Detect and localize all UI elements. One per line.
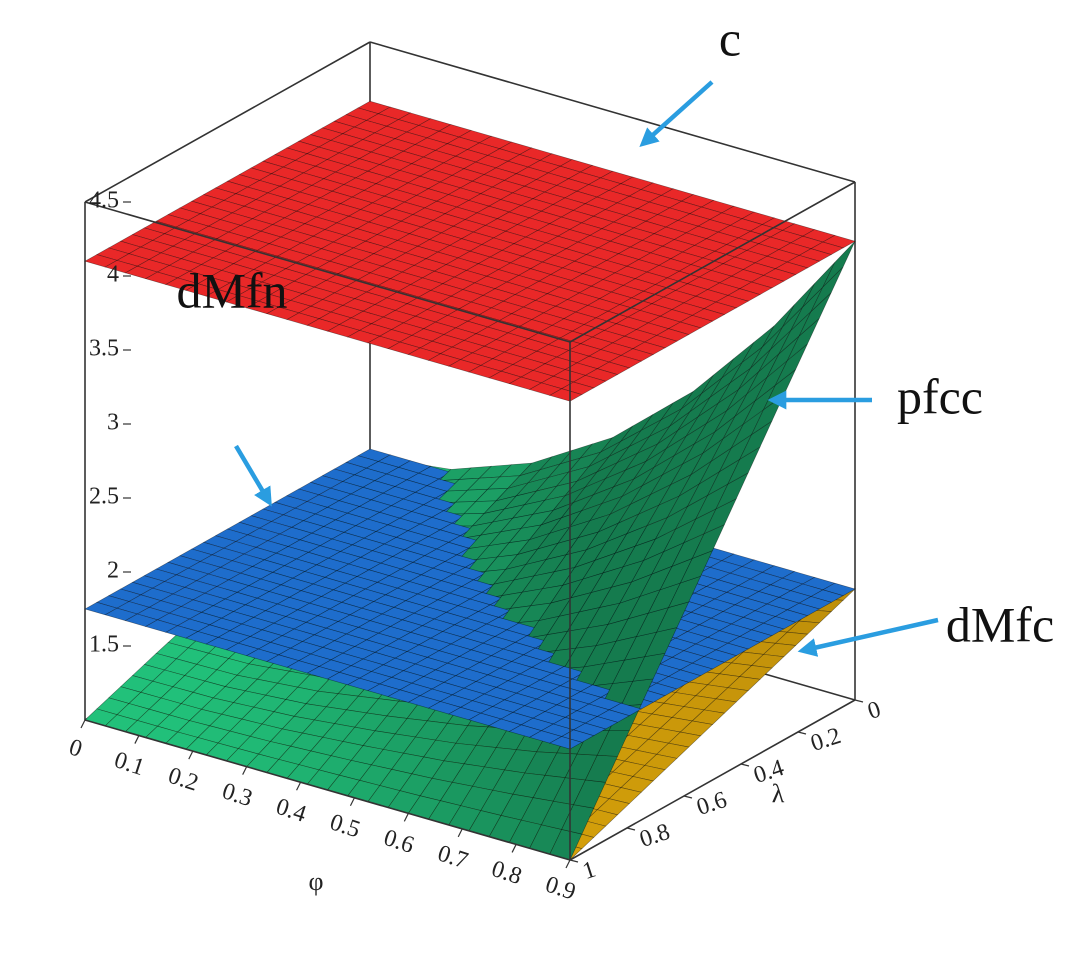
y-tick <box>740 763 750 767</box>
z-tick-label: 3 <box>107 410 119 436</box>
box-edge <box>569 181 856 343</box>
box-edge <box>84 41 371 203</box>
x-tick <box>565 859 571 869</box>
surface-cell <box>656 601 690 633</box>
x-tick <box>457 828 463 838</box>
y-tick <box>569 859 579 863</box>
y-tick-label: 0.2 <box>808 723 845 757</box>
y-tick <box>797 731 807 735</box>
z-tick-label: 3.5 <box>89 336 119 362</box>
annotation: pfcc <box>897 368 983 424</box>
x-tick <box>188 750 194 760</box>
annotation: c <box>719 10 741 66</box>
surface-cell <box>584 754 618 783</box>
box-edge <box>84 201 571 343</box>
x-tick-label: 0.9 <box>542 872 579 906</box>
surface-cell <box>715 472 749 510</box>
surface-cell <box>632 652 666 682</box>
annotation-arrow <box>639 80 714 148</box>
y-tick-label: 1 <box>580 857 599 885</box>
x-tick-label: 0.5 <box>327 809 364 843</box>
x-tick <box>134 735 140 744</box>
x-tick-label: 0.7 <box>434 840 471 874</box>
annotation-arrow <box>234 444 272 507</box>
surface-cell <box>727 446 761 485</box>
x-tick <box>242 766 248 775</box>
annotation: dMfc <box>946 596 1054 652</box>
y-tick <box>683 795 693 799</box>
z-tick-label: 2.5 <box>89 484 119 510</box>
annotation-arrow <box>797 617 939 657</box>
z-tick-label: 4.5 <box>89 188 119 214</box>
x-tick-label: 0 <box>66 734 85 762</box>
surface-cell <box>573 779 607 809</box>
x-axis-label: φ <box>308 867 323 896</box>
z-tick-label: 1.5 <box>89 632 119 658</box>
surface-cell <box>739 420 773 461</box>
x-tick <box>296 781 302 791</box>
annotation: dMfn <box>176 262 287 318</box>
y-axis-label: λ <box>772 779 785 808</box>
y-tick-label: 0.8 <box>637 819 674 853</box>
x-tick <box>511 844 517 853</box>
surface-cell <box>691 524 725 560</box>
surfaces <box>84 100 856 861</box>
z-tick-label: 4 <box>107 262 119 288</box>
surface-cell <box>810 266 844 312</box>
x-tick-label: 0.8 <box>488 856 525 890</box>
box-edge <box>84 719 571 861</box>
x-tick-label: 0.3 <box>219 778 256 812</box>
y-tick-label: 0 <box>865 697 884 725</box>
x-tick-label: 0.6 <box>381 825 418 859</box>
x-tick <box>80 719 86 729</box>
x-tick <box>403 813 409 822</box>
surface-cell <box>798 292 832 337</box>
x-tick <box>349 797 355 807</box>
box-edge <box>369 41 856 183</box>
surface-cell <box>644 627 678 658</box>
y-tick <box>854 699 864 703</box>
x-tick-label: 0.1 <box>111 747 148 781</box>
x-tick-label: 0.2 <box>165 763 202 797</box>
box-edge <box>569 699 856 861</box>
x-tick-label: 0.4 <box>273 794 310 828</box>
surface-cell <box>787 317 820 361</box>
y-tick-label: 0.6 <box>694 787 731 821</box>
surface-cell <box>667 575 702 609</box>
y-tick <box>626 827 636 831</box>
surface-cell <box>822 240 856 288</box>
z-tick-label: 2 <box>107 558 119 584</box>
box-front <box>80 41 864 869</box>
surface-cell <box>775 343 808 386</box>
surface-cell <box>679 550 714 584</box>
